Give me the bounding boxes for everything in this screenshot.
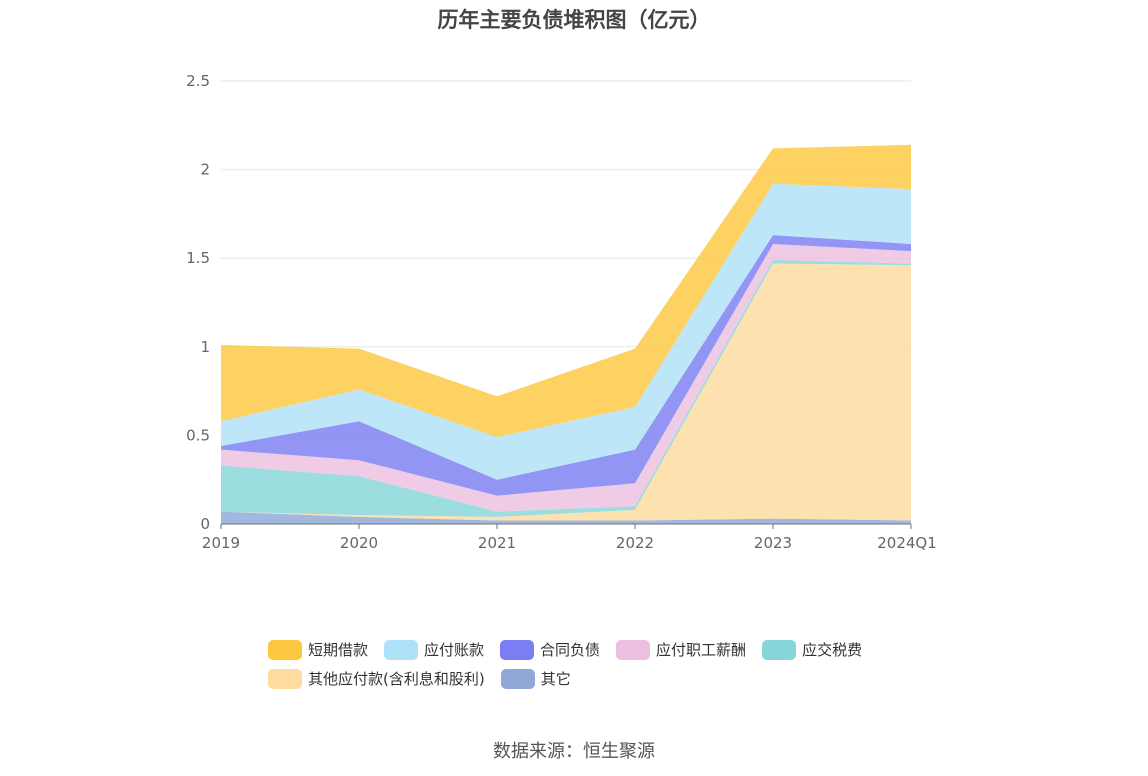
data-source: 数据来源：恒生聚源	[493, 741, 655, 762]
area-series-应付职工薪酬[interactable]	[221, 244, 911, 512]
legend-item-应交税费[interactable]: 应交税费	[762, 639, 862, 660]
legend-label: 应交税费	[802, 641, 863, 659]
legend-item-其他应付款(含利息和股利)[interactable]: 其他应付款(含利息和股利)	[268, 668, 485, 689]
y-tick-label: 1.5	[186, 249, 210, 267]
area-series-应交税费[interactable]	[221, 259, 911, 517]
legend-item-短期借款[interactable]: 短期借款	[268, 639, 368, 660]
y-tick-label: 2	[200, 161, 210, 179]
y-tick-label: 0.5	[186, 426, 210, 444]
x-tick-label: 2022	[616, 534, 654, 552]
legend-swatch	[384, 639, 419, 660]
legend-item-应付职工薪酬[interactable]: 应付职工薪酬	[616, 639, 746, 660]
axes: 0 0.5 1 1.5 2 2.5 2019 2020 2021 2022 2023 2024Q1	[186, 72, 937, 552]
legend-swatch	[500, 668, 535, 689]
area-series-其他应付款(含利息和股利)[interactable]	[221, 263, 911, 521]
legend-swatch	[268, 668, 302, 689]
legend-item-合同负债[interactable]: 合同负债	[500, 639, 600, 660]
legend-item-应付账款[interactable]: 应付账款	[384, 639, 484, 660]
area-series-其它[interactable]	[221, 511, 911, 524]
y-tick-label: 1	[200, 338, 210, 356]
chart-title: 历年主要负债堆积图（亿元）	[437, 8, 711, 32]
legend-row-1: 短期借款 应付账款 合同负债 应付职工薪酬 应交税费	[268, 639, 928, 660]
x-tick-label: 2021	[478, 534, 516, 552]
legend-label: 合同负债	[540, 641, 601, 659]
area-series	[221, 144, 911, 524]
y-tick-label: 2.5	[186, 72, 210, 90]
legend-label: 应付账款	[424, 641, 485, 659]
x-tick-label: 2024Q1	[877, 534, 937, 552]
legend-label: 短期借款	[308, 641, 369, 659]
area-series-合同负债[interactable]	[221, 235, 911, 496]
area-series-应付账款[interactable]	[221, 183, 911, 480]
legend-row-2: 其他应付款(含利息和股利) 其它	[268, 668, 928, 689]
x-tick-label: 2019	[202, 534, 240, 552]
legend-label: 其他应付款(含利息和股利)	[308, 670, 485, 688]
legend-label: 其它	[540, 670, 571, 688]
legend-swatch	[500, 639, 535, 660]
legend-swatch	[762, 639, 797, 660]
x-tick-label: 2020	[340, 534, 378, 552]
area-series-短期借款[interactable]	[221, 144, 911, 438]
legend-item-其它[interactable]: 其它	[500, 668, 571, 689]
legend-swatch	[616, 639, 651, 660]
x-tick-label: 2023	[754, 534, 792, 552]
legend-label: 应付职工薪酬	[656, 641, 747, 659]
legend: 短期借款 应付账款 合同负债 应付职工薪酬 应交税费 其他应付款(含利息和股利) 其它	[268, 639, 928, 697]
legend-swatch	[268, 639, 302, 660]
y-tick-label: 0	[200, 515, 210, 533]
